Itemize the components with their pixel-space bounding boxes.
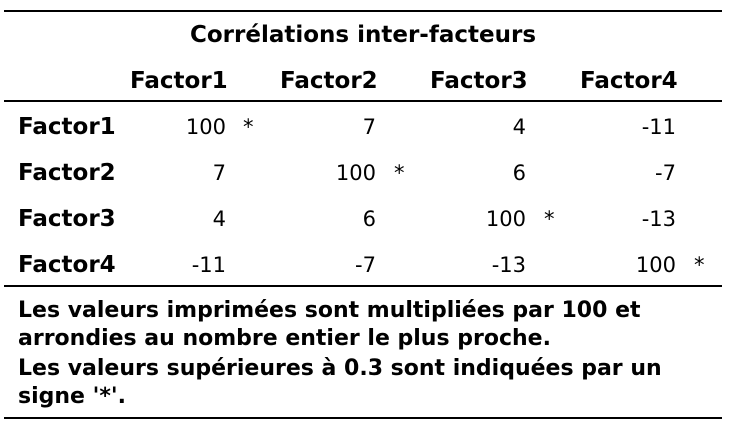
table-cell: -11 xyxy=(641,115,676,139)
table-cell: 7 xyxy=(362,115,376,139)
significance-mark: * xyxy=(544,207,555,231)
table-cell: -11 xyxy=(191,253,226,277)
column-header-factor2: Factor2 xyxy=(280,68,378,94)
significance-mark: * xyxy=(694,253,705,277)
table-cell: -13 xyxy=(491,253,526,277)
table-note-line: Les valeurs supérieures à 0.3 sont indiq… xyxy=(18,356,662,381)
table-cell: -7 xyxy=(655,161,676,185)
row-header: Factor3 xyxy=(18,206,116,232)
table-cell: 4 xyxy=(512,115,526,139)
row-header: Factor2 xyxy=(18,160,116,186)
table-cell: 7 xyxy=(212,161,226,185)
table-cell: 6 xyxy=(512,161,526,185)
table-caption: Corrélations inter-facteurs xyxy=(189,22,537,48)
table-cell: 100 xyxy=(335,161,376,185)
row-header: Factor1 xyxy=(18,114,116,140)
table-cell: 100 xyxy=(635,253,676,277)
table-cell: -7 xyxy=(355,253,376,277)
table-cell: 100 xyxy=(485,207,526,231)
table-cell: -13 xyxy=(641,207,676,231)
significance-mark: * xyxy=(394,161,405,185)
row-header: Factor4 xyxy=(18,252,116,278)
significance-mark: * xyxy=(243,115,254,139)
table-cell: 6 xyxy=(362,207,376,231)
table-top-rule xyxy=(4,10,722,12)
column-header-factor4: Factor4 xyxy=(580,68,678,94)
table-bottom-rule xyxy=(4,417,722,419)
table-cell: 100 xyxy=(185,115,226,139)
table-cell: 4 xyxy=(212,207,226,231)
table-note-line: arrondies au nombre entier le plus proch… xyxy=(18,326,551,351)
column-header-factor1: Factor1 xyxy=(130,68,228,94)
table-note-line: Les valeurs imprimées sont multipliées p… xyxy=(18,298,641,323)
header-rule xyxy=(4,100,722,102)
column-header-factor3: Factor3 xyxy=(430,68,528,94)
table-note-line: signe '*'. xyxy=(18,384,126,409)
body-bottom-rule xyxy=(4,285,722,287)
